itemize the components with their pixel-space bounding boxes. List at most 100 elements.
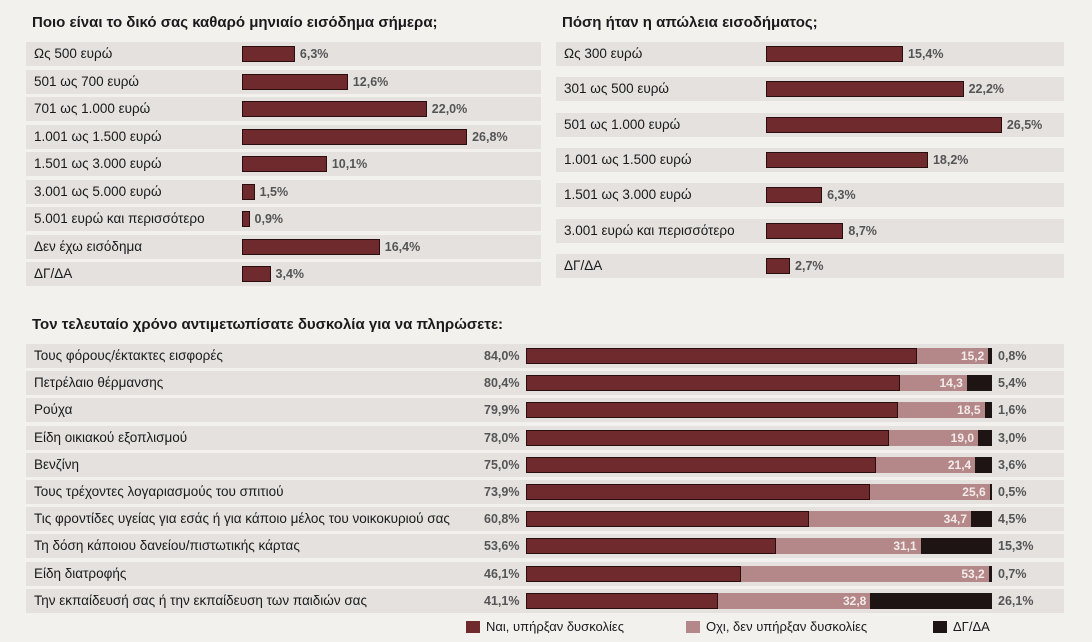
chart2-title: Πόση ήταν η απώλεια εισοδήματος; <box>562 14 818 31</box>
category-label: ΔΓ/ΔΑ <box>564 257 603 273</box>
stacked-row: Την εκπαίδευσή σας ή την εκπαίδευση των … <box>26 588 1064 613</box>
bar-row: 501 ως 1.000 ευρώ 26,5% <box>556 112 1064 137</box>
category-label: Τη δόση κάποιου δανείου/πιστωτικής κάρτα… <box>34 538 300 554</box>
value-label: 12,6% <box>352 74 389 89</box>
na-value-label: 3,6% <box>998 457 1027 472</box>
bar-row: 501 ως 700 ευρώ 12,6% <box>26 69 541 94</box>
yes-segment <box>526 484 871 500</box>
na-segment <box>988 348 992 364</box>
legend-yes-label: Ναι, υπήρξαν δυσκολίες <box>486 619 624 634</box>
na-segment <box>920 538 992 555</box>
yes-value-label: 73,9% <box>484 485 520 499</box>
chart3-payment-difficulty: Τους φόρους/έκτακτες εισφορές 84,0% 15,2 0,… <box>26 344 1064 616</box>
na-value-label: 15,3% <box>998 539 1034 554</box>
stacked-row: Τους φόρους/έκτακτες εισφορές 84,0% 15,2 0,… <box>26 344 1064 368</box>
stacked-row: Είδη διατροφής 46,1% 53,2 0,7% <box>26 561 1064 586</box>
category-label: Είδη διατροφής <box>34 565 127 581</box>
category-label: Ως 300 ευρώ <box>564 46 643 61</box>
category-label: Την εκπαίδευσή σας ή την εκπαίδευση των … <box>34 592 367 608</box>
no-segment: 14,3 <box>900 375 967 392</box>
category-label: 501 ως 1.000 ευρώ <box>564 116 681 132</box>
category-label: 1.501 ως 3.000 ευρώ <box>564 187 692 203</box>
category-label: 301 ως 500 ευρώ <box>564 81 669 97</box>
category-label: Τους τρέχοντες λογαριασμούς του σπιτιού <box>34 484 284 499</box>
bar-row: ΔΓ/ΔΑ 3,4% <box>26 262 541 286</box>
na-value-label: 5,4% <box>998 376 1027 391</box>
value-label: 22,0% <box>431 102 468 116</box>
category-label: Ρούχα <box>34 402 73 418</box>
category-label: Πετρέλαιο θέρμανσης <box>34 375 164 391</box>
legend-na-label: ΔΓ/ΔΑ <box>953 619 990 634</box>
stacked-row: Τις φροντίδες υγείας για εσάς ή για κάπο… <box>26 507 1064 532</box>
na-segment <box>978 429 992 446</box>
legend-yes-swatch <box>466 620 480 633</box>
yes-value-label: 79,9% <box>484 403 520 418</box>
na-segment <box>975 456 992 473</box>
no-value-label: 15,2 <box>960 349 985 363</box>
bar-row: 1.501 ως 3.000 ευρώ 10,1% <box>26 152 541 176</box>
yes-segment <box>526 348 918 364</box>
bar-row: Δεν έχω εισόδημα 16,4% <box>26 234 541 259</box>
stacked-bar: 53,2 <box>526 565 992 582</box>
yes-segment <box>526 375 901 392</box>
value-label: 2,7% <box>795 258 824 273</box>
value-label: 8,7% <box>848 223 877 238</box>
bar <box>766 81 964 98</box>
category-label: Τις φροντίδες υγείας για εσάς ή για κάπο… <box>34 511 450 527</box>
chart2-income-loss: Ως 300 ευρώ 15,4% 301 ως 500 ευρώ 22,2% 501 … <box>556 42 1064 288</box>
yes-value-label: 46,1% <box>484 566 520 581</box>
yes-value-label: 60,8% <box>484 512 520 527</box>
stacked-row: Ρούχα 79,9% 18,5 1,6% <box>26 398 1064 423</box>
stacked-row: Τη δόση κάποιου δανείου/πιστωτικής κάρτα… <box>26 534 1064 559</box>
na-value-label: 0,8% <box>998 349 1027 363</box>
yes-value-label: 41,1% <box>484 593 520 608</box>
na-segment <box>966 375 992 392</box>
category-label: 1.001 ως 1.500 ευρώ <box>564 151 692 167</box>
stacked-bar: 19,0 <box>526 429 992 446</box>
yes-value-label: 78,0% <box>484 430 520 445</box>
bar-row: ΔΓ/ΔΑ 2,7% <box>556 253 1064 278</box>
stacked-row: Βενζίνη 75,0% 21,4 3,6% <box>26 452 1064 477</box>
bar <box>242 238 380 255</box>
no-segment: 15,2 <box>917 348 989 364</box>
stacked-bar: 15,2 <box>526 348 992 364</box>
stacked-bar: 21,4 <box>526 456 992 473</box>
category-label: Δεν έχω εισόδημα <box>34 238 143 254</box>
value-label: 15,4% <box>908 47 944 61</box>
na-segment <box>988 565 992 582</box>
no-segment: 25,6 <box>870 484 990 500</box>
na-value-label: 4,5% <box>998 512 1027 527</box>
legend-yes: Ναι, υπήρξαν δυσκολίες <box>466 619 624 634</box>
no-value-label: 18,5 <box>957 403 981 418</box>
yes-segment <box>526 456 876 473</box>
bar <box>766 257 791 274</box>
na-value-label: 0,5% <box>998 485 1027 499</box>
stacked-row: Πετρέλαιο θέρμανσης 80,4% 14,3 5,4% <box>26 371 1064 396</box>
legend-no-swatch <box>686 620 700 633</box>
yes-segment <box>526 402 899 419</box>
value-label: 18,2% <box>932 152 969 167</box>
yes-segment <box>526 429 890 446</box>
category-label: 5.001 ευρώ και περισσότερο <box>34 211 205 226</box>
category-label: Ως 500 ευρώ <box>34 46 113 61</box>
yes-segment <box>526 511 810 528</box>
bar-row: 3.001 ως 5.000 ευρώ 1,5% <box>26 179 541 204</box>
stacked-bar: 25,6 <box>526 484 992 500</box>
category-label: 701 ως 1.000 ευρώ <box>34 101 151 116</box>
stacked-row: Είδη οικιακού εξοπλισμού 78,0% 19,0 3,0% <box>26 425 1064 450</box>
chart3-title: Τον τελευταίο χρόνο αντιμετωπίσατε δυσκο… <box>32 316 504 333</box>
bar <box>766 187 823 204</box>
bar-row: 1.001 ως 1.500 ευρώ 18,2% <box>556 147 1064 172</box>
bar <box>766 46 904 62</box>
stacked-bar: 31,1 <box>526 538 992 555</box>
bar <box>242 101 427 117</box>
value-label: 0,9% <box>254 212 284 226</box>
category-label: 501 ως 700 ευρώ <box>34 73 139 89</box>
category-label: Βενζίνη <box>34 456 79 472</box>
yes-value-label: 53,6% <box>484 539 520 554</box>
no-value-label: 21,4 <box>947 457 972 472</box>
no-value-label: 53,2 <box>961 566 985 581</box>
na-segment <box>989 484 992 500</box>
no-value-label: 19,0 <box>950 430 974 445</box>
bar <box>766 151 928 168</box>
